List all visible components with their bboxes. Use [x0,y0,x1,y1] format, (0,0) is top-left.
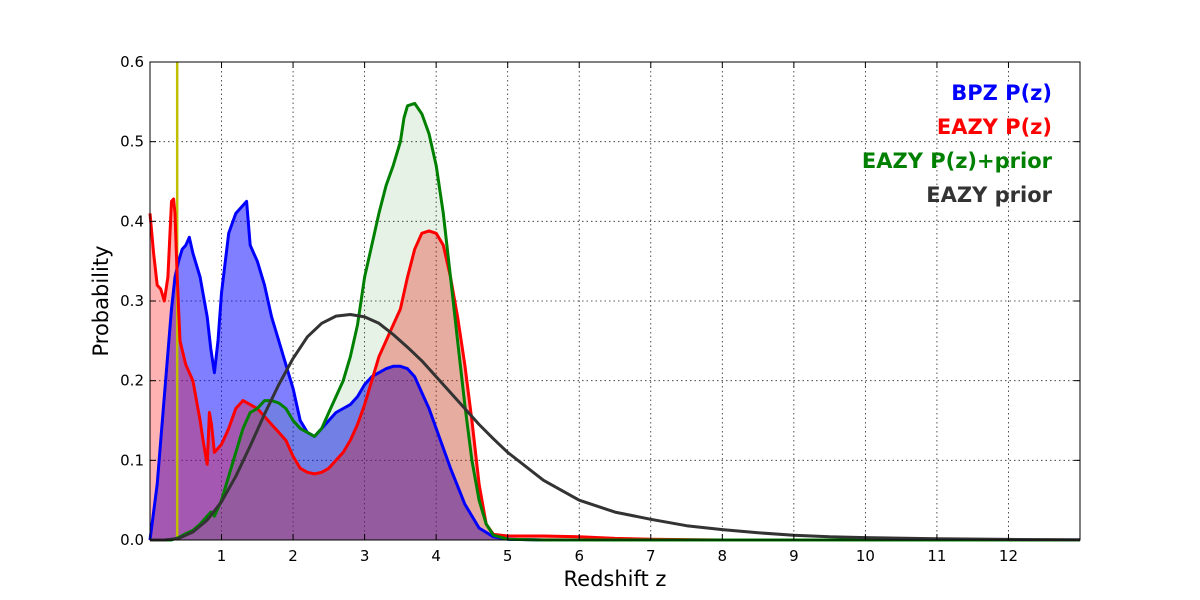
legend-entry: BPZ P(z) [951,81,1052,105]
x-tick-label: 7 [646,547,656,565]
x-tick-label: 5 [503,547,513,565]
legend-entry: EAZY P(z)+prior [862,149,1053,173]
y-tick-label: 0.6 [120,53,144,71]
x-tick-label: 10 [856,547,875,565]
x-tick-label: 2 [288,547,298,565]
x-tick-label: 1 [217,547,227,565]
y-tick-label: 0.5 [120,133,144,151]
x-tick-label: 3 [360,547,370,565]
y-tick-label: 0.1 [120,451,144,469]
series-area-2 [150,103,1080,541]
y-axis-label: Probability [89,245,113,356]
series-line-0 [148,199,1080,542]
x-tick-label: 12 [999,547,1018,565]
x-tick-label: 4 [431,547,441,565]
series-line-3 [150,313,1081,542]
series-line-1 [148,197,1080,542]
series-area-1 [150,199,1080,540]
series-fills [150,103,1080,541]
y-tick-label: 0.2 [120,372,144,390]
x-tick-label: 11 [927,547,946,565]
x-tick-label: 8 [718,547,728,565]
y-tick-label: 0.4 [120,212,144,230]
series-area-0 [150,201,1080,540]
legend: BPZ P(z) EAZY P(z) EAZY P(z)+prior EAZY pri… [862,81,1053,207]
series-lines [148,101,1081,542]
y-tick-label: 0.3 [120,292,144,310]
x-axis-label: Redshift z [564,567,667,591]
x-tick-label: 6 [574,547,584,565]
x-axis-ticks: 1 2 3 4 5 6 7 8 9 10 11 12 [217,62,1018,565]
x-tick-label: 9 [789,547,799,565]
legend-entry: EAZY P(z) [937,115,1052,139]
y-tick-label: 0.0 [120,531,144,549]
legend-entry: EAZY prior [926,183,1052,207]
y-axis-ticks: 0.0 0.1 0.2 0.3 0.4 0.5 0.6 [120,53,1080,549]
